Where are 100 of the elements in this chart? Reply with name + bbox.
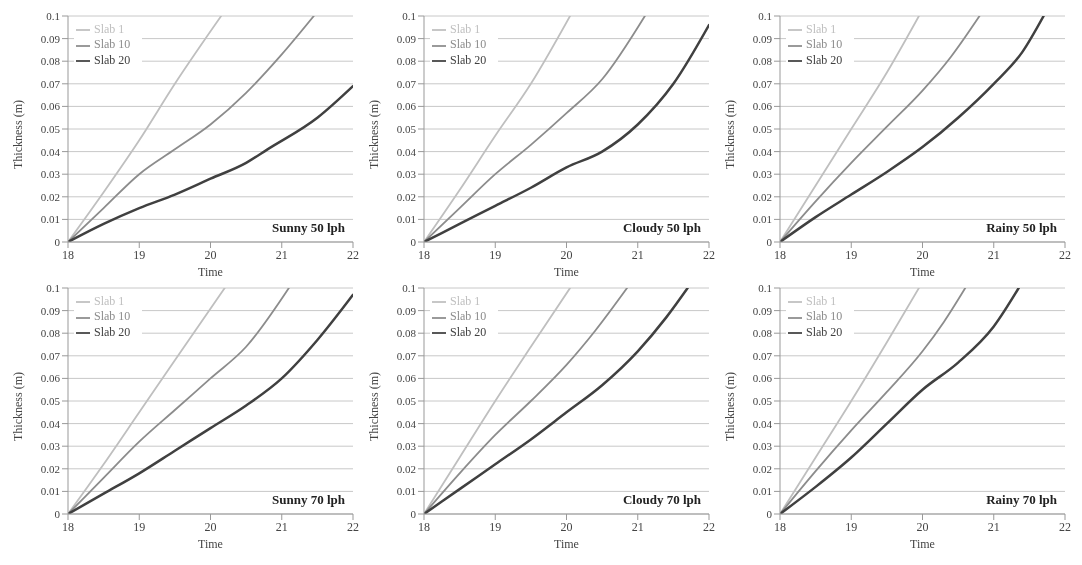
y-tick-label: 0 — [766, 507, 773, 520]
y-tick-label: 0.09 — [40, 304, 61, 317]
y-tick-label: 0.09 — [396, 304, 417, 317]
y-tick-label: 0.02 — [40, 190, 60, 203]
legend-label: Slab 1 — [450, 294, 481, 308]
x-tick-label: 19 — [133, 247, 146, 262]
y-tick-label: 0.08 — [752, 327, 773, 340]
x-tick-label: 21 — [987, 247, 1000, 262]
x-tick-label: 22 — [347, 247, 359, 262]
legend-label: Slab 20 — [450, 324, 487, 339]
y-axis-title: Thickness (m) — [367, 100, 382, 169]
y-tick-label: 0.05 — [40, 394, 61, 407]
legend-label: Slab 10 — [450, 37, 487, 52]
legend-label: Slab 1 — [806, 22, 837, 36]
y-tick-label: 0.07 — [40, 349, 61, 362]
y-tick-label: 0.1 — [402, 281, 416, 294]
y-tick-label: 0.05 — [396, 394, 417, 407]
legend-label: Slab 10 — [806, 309, 843, 324]
x-tick-label: 19 — [489, 247, 502, 262]
y-tick-label: 0.07 — [752, 77, 773, 90]
y-axis-title: Thickness (m) — [11, 372, 26, 441]
x-axis-title: Time — [910, 537, 935, 551]
y-tick-label: 0.03 — [396, 440, 417, 453]
x-tick-label: 21 — [631, 519, 644, 534]
x-tick-label: 20 — [560, 247, 573, 262]
y-tick-label: 0 — [410, 235, 417, 248]
y-tick-label: 0.1 — [46, 9, 60, 22]
y-tick-label: 0 — [410, 507, 417, 520]
annotation: Rainy 50 lph — [984, 220, 1059, 236]
annotation: Cloudy 50 lph — [620, 220, 703, 236]
x-tick-label: 20 — [204, 519, 217, 534]
y-tick-label: 0.01 — [752, 213, 772, 226]
y-axis-title: Thickness (m) — [11, 100, 26, 169]
x-tick-label: 21 — [987, 519, 1000, 534]
x-tick-label: 18 — [62, 519, 74, 534]
legend-label: Slab 10 — [806, 37, 843, 52]
legend-label: Slab 20 — [806, 324, 843, 339]
y-tick-label: 0.08 — [40, 327, 61, 340]
annotation: Sunny 70 lph — [270, 492, 347, 508]
x-tick-label: 22 — [1059, 247, 1071, 262]
legend-label: Slab 1 — [94, 294, 125, 308]
y-tick-label: 0.01 — [40, 485, 60, 498]
y-tick-label: 0 — [54, 507, 61, 520]
y-tick-label: 0.01 — [752, 485, 772, 498]
y-tick-label: 0.05 — [752, 394, 773, 407]
y-tick-label: 0.05 — [40, 122, 61, 135]
legend-label: Slab 1 — [94, 22, 125, 36]
x-tick-label: 20 — [204, 247, 217, 262]
x-tick-label: 18 — [774, 247, 786, 262]
y-tick-label: 0.07 — [396, 77, 417, 90]
y-tick-label: 0.08 — [396, 327, 417, 340]
x-tick-label: 22 — [703, 247, 715, 262]
legend-label: Slab 20 — [806, 52, 843, 67]
y-tick-label: 0.06 — [396, 372, 417, 385]
y-axis-title: Thickness (m) — [723, 372, 738, 441]
y-tick-label: 0.08 — [40, 55, 61, 68]
x-tick-label: 20 — [916, 519, 929, 534]
y-tick-label: 0.09 — [752, 304, 773, 317]
y-tick-label: 0.01 — [396, 485, 416, 498]
y-tick-label: 0.06 — [396, 100, 417, 113]
legend-label: Slab 10 — [450, 309, 487, 324]
y-tick-label: 0.1 — [402, 9, 416, 22]
y-tick-label: 0.04 — [752, 417, 773, 430]
y-tick-label: 0.09 — [752, 32, 773, 45]
y-tick-label: 0.02 — [396, 190, 416, 203]
y-tick-label: 0.02 — [396, 462, 416, 475]
y-tick-label: 0.03 — [40, 168, 61, 181]
y-tick-label: 0.04 — [40, 145, 61, 158]
x-axis-title: Time — [554, 537, 579, 551]
annotation: Rainy 70 lph — [984, 492, 1059, 508]
y-tick-label: 0.07 — [752, 349, 773, 362]
x-tick-label: 18 — [418, 519, 430, 534]
y-tick-label: 0.08 — [396, 55, 417, 68]
x-tick-label: 22 — [703, 519, 715, 534]
y-tick-label: 0.04 — [396, 145, 417, 158]
y-tick-label: 0.1 — [46, 281, 60, 294]
legend-label: Slab 1 — [806, 294, 837, 308]
y-tick-label: 0.03 — [40, 440, 61, 453]
x-tick-label: 21 — [275, 247, 288, 262]
legend-label: Slab 20 — [94, 324, 131, 339]
annotation: Cloudy 70 lph — [620, 492, 703, 508]
y-tick-label: 0.06 — [40, 100, 61, 113]
y-tick-label: 0.03 — [752, 440, 773, 453]
legend-label: Slab 10 — [94, 37, 131, 52]
annotation: Sunny 50 lph — [270, 220, 347, 236]
y-tick-label: 0.03 — [396, 168, 417, 181]
y-tick-label: 0 — [766, 235, 773, 248]
y-tick-label: 0.07 — [40, 77, 61, 90]
x-axis-title: Time — [198, 265, 223, 279]
y-axis-title: Thickness (m) — [723, 100, 738, 169]
x-axis-title: Time — [198, 537, 223, 551]
legend-label: Slab 20 — [450, 52, 487, 67]
y-tick-label: 0.1 — [758, 9, 772, 22]
x-tick-label: 19 — [845, 519, 858, 534]
y-tick-label: 0.02 — [752, 190, 772, 203]
y-tick-label: 0.01 — [40, 213, 60, 226]
legend-label: Slab 1 — [450, 22, 481, 36]
x-tick-label: 20 — [560, 519, 573, 534]
x-tick-label: 21 — [275, 519, 288, 534]
x-tick-label: 18 — [62, 247, 74, 262]
